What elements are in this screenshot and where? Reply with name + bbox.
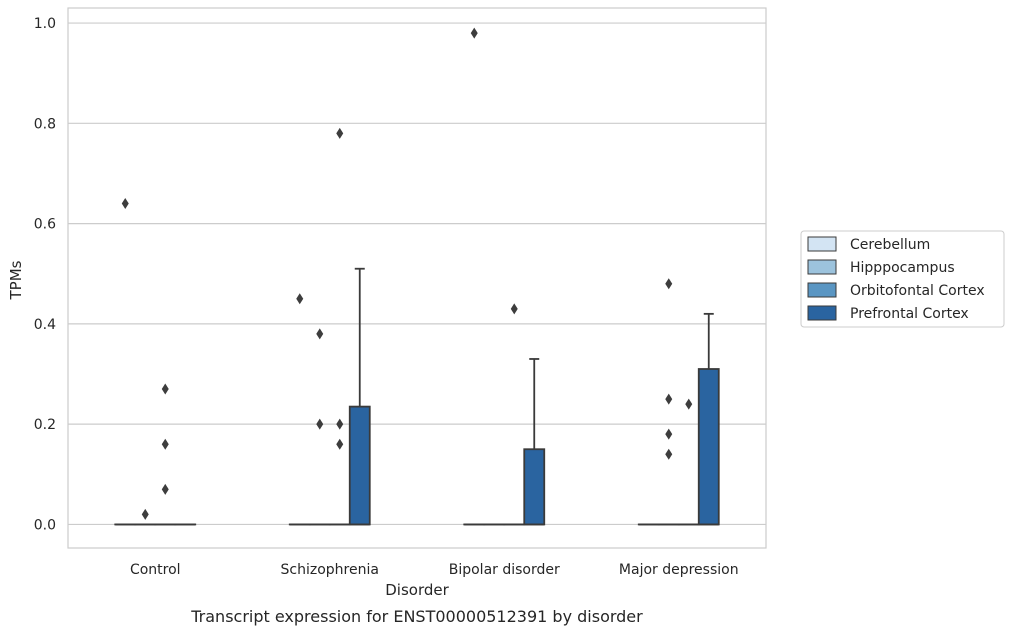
outlier-point <box>665 428 673 440</box>
y-axis-label: TPMs <box>7 260 25 300</box>
legend: Cerebellum Hipppocampus Orbitofontal Corte… <box>800 230 1005 328</box>
y-tick-label: 0.2 <box>34 417 56 433</box>
boxes-layer <box>114 267 720 526</box>
outlier-point <box>470 27 478 39</box>
plot-frame <box>67 7 767 549</box>
outlier-point <box>316 328 324 340</box>
box-iqr <box>697 368 720 526</box>
outlier-point <box>161 438 169 450</box>
outlier-point <box>161 483 169 495</box>
outlier-point <box>665 278 673 290</box>
y-tick-label: 0.6 <box>34 217 56 233</box>
legend-swatch <box>807 259 837 275</box>
x-tick-label: Bipolar disorder <box>449 562 560 578</box>
y-tick-label: 0.4 <box>34 317 56 333</box>
y-tick-label: 1.0 <box>34 16 56 32</box>
y-tick-labels: 0.0 0.2 0.4 0.6 0.8 1.0 <box>34 16 56 533</box>
y-tick-label: 0.0 <box>34 517 56 533</box>
legend-swatch <box>807 305 837 321</box>
box-3-3 <box>697 312 720 526</box>
y-tick-label: 0.8 <box>34 116 56 132</box>
legend-frame <box>800 230 1005 328</box>
box-1-3 <box>348 267 371 526</box>
outlier-point <box>665 448 673 460</box>
box-iqr <box>348 405 371 526</box>
box-iqr <box>523 448 546 526</box>
outlier-point <box>665 393 673 405</box>
x-tick-labels: Control Schizophrenia Bipolar disorder Majo… <box>130 562 739 578</box>
x-axis-label: Disorder <box>385 581 449 599</box>
chart-caption: Transcript expression for ENST0000051239… <box>190 607 643 626</box>
outlier-point <box>336 418 344 430</box>
box-2-3 <box>523 358 546 526</box>
legend-label: Hipppocampus <box>850 260 955 276</box>
legend-swatch <box>807 236 837 252</box>
outlier-point <box>121 198 129 210</box>
x-tick-label: Control <box>130 562 181 578</box>
outlier-point <box>336 438 344 450</box>
x-tick-label: Schizophrenia <box>281 562 379 578</box>
outlier-point <box>296 293 304 305</box>
legend-label: Cerebellum <box>850 237 930 253</box>
outlier-point <box>510 303 518 315</box>
legend-swatch <box>807 282 837 298</box>
x-tick-label: Major depression <box>619 562 739 578</box>
outlier-point <box>685 398 693 410</box>
outlier-point <box>161 383 169 395</box>
legend-label: Orbitofontal Cortex <box>850 283 985 299</box>
outlier-point <box>336 127 344 139</box>
outlier-point <box>316 418 324 430</box>
outlier-point <box>141 508 149 520</box>
outliers-layer <box>121 27 693 520</box>
legend-label: Prefrontal Cortex <box>850 306 969 322</box>
